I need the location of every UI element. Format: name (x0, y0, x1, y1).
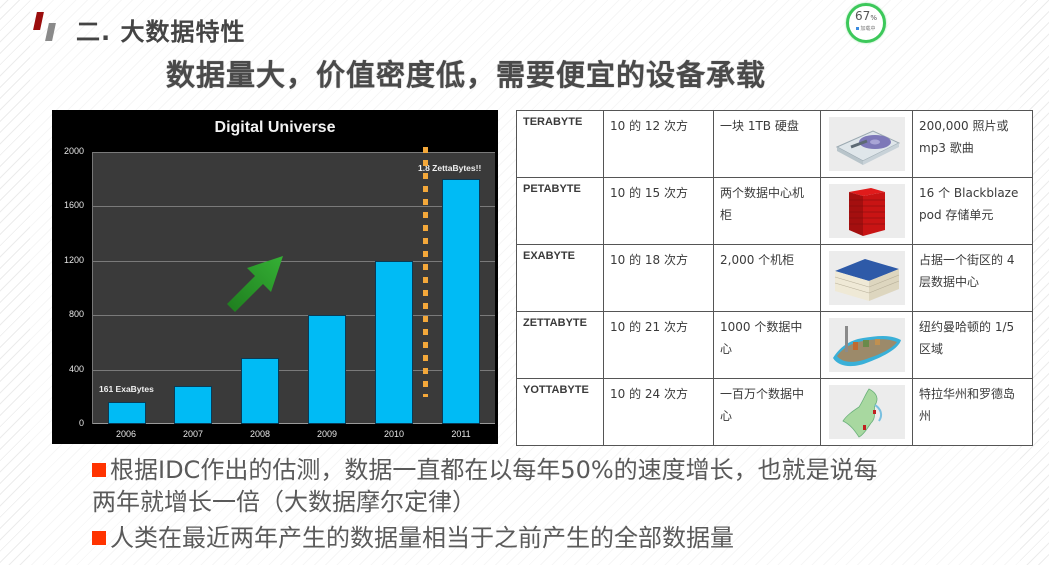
x-tick: 2008 (249, 429, 271, 439)
unit-cell: TERABYTE (516, 110, 604, 178)
power-cell: 10 的 21 次方 (603, 311, 714, 379)
equivalent-cell: 占据一个街区的 4 层数据中心 (912, 244, 1033, 312)
y-tick: 1600 (63, 200, 84, 210)
bullet-item-continuation: 两年就增长一倍（大数据摩尔定律） (92, 486, 476, 518)
x-tick: 2010 (383, 429, 405, 439)
x-axis (93, 423, 495, 424)
bullet-item: 人类在最近两年产生的数据量相当于之前产生的全部数据量 (92, 522, 734, 554)
table-row: EXABYTE 10 的 18 次方 2,000 个机柜 占据一个街区的 4 层… (516, 244, 1033, 312)
power-cell: 10 的 18 次方 (603, 244, 714, 312)
bullet-text: 根据IDC作出的估测，数据一直都在以每年50%的速度增长，也就是说每 (110, 456, 878, 484)
bullet-square-icon (92, 463, 106, 477)
table-row: YOTTABYTE 10 的 24 次方 一百万个数据中心 特拉华州和罗德岛州 (516, 378, 1033, 446)
table-row: TERABYTE 10 的 12 次方 一块 1TB 硬盘 200,000 照片… (516, 110, 1033, 178)
digital-universe-chart: Digital Universe 2000 1600 1200 800 400 … (52, 110, 498, 444)
year-divider-dotted-line (423, 147, 428, 397)
status-dot-icon (856, 27, 860, 30)
server-rack-icon (829, 184, 905, 238)
equivalent-cell: 16 个 Blackblaze pod 存储单元 (912, 177, 1033, 245)
unit-cell: YOTTABYTE (516, 378, 604, 446)
progress-badge[interactable]: 67% 加载中 (846, 3, 886, 43)
example-cell: 一百万个数据中心 (713, 378, 821, 446)
chart-title: Digital Universe (214, 119, 336, 136)
bar-2006 (108, 402, 146, 424)
power-cell: 10 的 24 次方 (603, 378, 714, 446)
data-center-building-icon (829, 251, 905, 305)
gridline (93, 315, 495, 316)
state-map-icon (829, 385, 905, 439)
image-cell (820, 378, 913, 446)
manhattan-map-icon (829, 318, 905, 372)
power-cell: 10 的 15 次方 (603, 177, 714, 245)
annotation-2006: 161 ExaBytes (99, 384, 154, 394)
gridline (93, 261, 495, 262)
table-row: ZETTABYTE 10 的 21 次方 1000 个数据中心 纽约曼哈顿的 1… (516, 311, 1033, 379)
example-cell: 一块 1TB 硬盘 (713, 110, 821, 178)
unit-cell: PETABYTE (516, 177, 604, 245)
x-tick: 2009 (316, 429, 338, 439)
bullet-text: 人类在最近两年产生的数据量相当于之前产生的全部数据量 (110, 524, 734, 552)
bar-2008 (241, 358, 279, 424)
y-tick: 2000 (63, 146, 84, 156)
equivalent-cell: 200,000 照片或 mp3 歌曲 (912, 110, 1033, 178)
slide-subtitle: 数据量大，价值密度低，需要便宜的设备承载 (166, 58, 767, 92)
gridline (93, 206, 495, 207)
table-row: PETABYTE 10 的 15 次方 两个数据中心机柜 16 个 Blackb… (516, 177, 1033, 245)
x-tick: 2007 (182, 429, 204, 439)
hard-drive-icon (829, 117, 905, 171)
equivalent-cell: 纽约曼哈顿的 1/5 区域 (912, 311, 1033, 379)
unit-cell: EXABYTE (516, 244, 604, 312)
bar-2010 (375, 261, 413, 424)
example-cell: 两个数据中心机柜 (713, 177, 821, 245)
unit-cell: ZETTABYTE (516, 311, 604, 379)
image-cell (820, 177, 913, 245)
power-cell: 10 的 12 次方 (603, 110, 714, 178)
bar-2007 (174, 386, 212, 424)
equivalent-cell: 特拉华州和罗德岛州 (912, 378, 1033, 446)
data-units-table: TERABYTE 10 的 12 次方 一块 1TB 硬盘 200,000 照片… (516, 110, 1033, 446)
gridline (93, 370, 495, 371)
progress-sub-label: 加载中 (849, 26, 883, 32)
image-cell (820, 311, 913, 379)
gridline (93, 152, 495, 153)
image-cell (820, 110, 913, 178)
plot-area: 161 ExaBytes 1.8 ZettaBytes!! (92, 152, 495, 424)
x-tick: 2011 (451, 429, 471, 439)
example-cell: 1000 个数据中心 (713, 311, 821, 379)
bar-2011 (442, 179, 480, 424)
bullet-text: 两年就增长一倍（大数据摩尔定律） (92, 488, 476, 516)
y-tick: 0 (78, 418, 84, 428)
example-cell: 2,000 个机柜 (713, 244, 821, 312)
section-title: 二. 大数据特性 (76, 18, 246, 46)
growth-arrow-icon (227, 256, 283, 312)
image-cell (820, 244, 913, 312)
bullet-square-icon (92, 531, 106, 545)
y-tick: 1200 (63, 255, 84, 265)
bullet-item: 根据IDC作出的估测，数据一直都在以每年50%的速度增长，也就是说每 (92, 454, 878, 486)
x-tick: 2006 (115, 429, 137, 439)
y-tick: 800 (68, 309, 84, 319)
bar-2009 (308, 315, 346, 424)
annotation-2011: 1.8 ZettaBytes!! (418, 163, 482, 173)
progress-value: 67% (855, 9, 877, 23)
y-tick: 400 (68, 364, 84, 374)
